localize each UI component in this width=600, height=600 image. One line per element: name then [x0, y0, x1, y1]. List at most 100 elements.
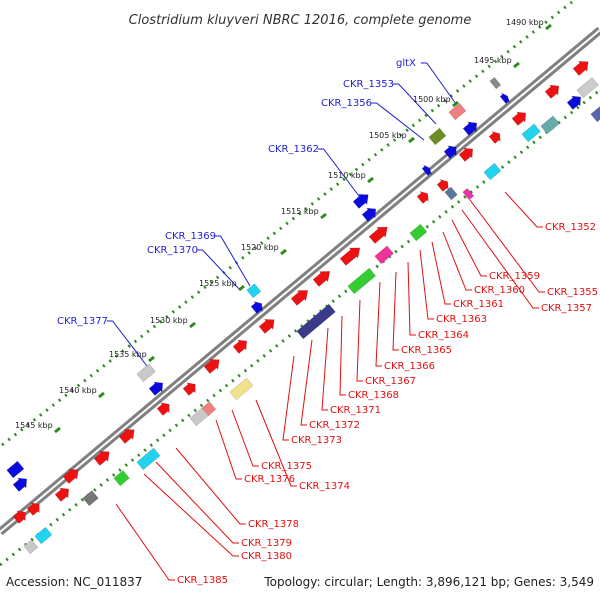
- reverse-gene-label: CKR_1378: [248, 519, 299, 530]
- reverse-gene: [488, 131, 501, 144]
- forward-gene-label: CKR_1377: [57, 316, 108, 327]
- forward-connector: [106, 320, 151, 371]
- major-tick: [148, 355, 155, 363]
- reverse-gene: [368, 226, 388, 244]
- label-connectors: [106, 62, 545, 581]
- reverse-gene: [436, 179, 449, 192]
- forward-gene: [590, 106, 600, 123]
- reverse-gene: [136, 447, 161, 471]
- forward-gene: [566, 95, 581, 110]
- reverse-gene: [572, 61, 589, 76]
- reverse-gene: [444, 186, 458, 201]
- reverse-gene: [511, 111, 526, 126]
- reverse-gene: [26, 502, 40, 516]
- reverse-gene: [113, 470, 130, 487]
- tick-label: 1540 kbp: [59, 386, 97, 395]
- reverse-connector: [504, 191, 543, 228]
- forward-gene-label: CKR_1362: [268, 144, 319, 155]
- forward-connector: [196, 249, 241, 291]
- reverse-gene: [458, 147, 473, 162]
- reverse-gene: [118, 429, 135, 444]
- forward-gene-label: gltX: [396, 58, 416, 69]
- reverse-gene: [189, 407, 209, 427]
- reverse-connector: [115, 503, 175, 581]
- major-tick: [452, 100, 459, 108]
- reverse-gene: [232, 339, 247, 354]
- topology-text: Topology: circular; Length: 3,896,121 bp…: [263, 575, 594, 589]
- accession-text: Accession: NC_011837: [6, 575, 142, 589]
- reverse-connector: [431, 241, 451, 305]
- reverse-gene: [409, 223, 428, 242]
- reverse-gene-label: CKR_1373: [291, 435, 342, 446]
- tick-label: 1535 kbp: [109, 350, 147, 359]
- forward-gene: [428, 127, 447, 146]
- forward-gene: [499, 92, 510, 104]
- reverse-gene-label: CKR_1361: [453, 299, 504, 310]
- tick-label: 1495 kbp: [474, 56, 512, 65]
- reverse-gene: [156, 402, 170, 416]
- reverse-gene: [54, 487, 69, 502]
- reverse-gene-label: CKR_1375: [261, 461, 312, 472]
- tick-labels: 1490 kbp 1495 kbp 1500 kbp 1505 kbp 1510 kbp…: [15, 18, 552, 434]
- forward-gene: [462, 121, 477, 136]
- tick-label: 1490 kbp: [506, 18, 544, 27]
- major-tick: [54, 426, 61, 434]
- forward-gene: [246, 283, 262, 299]
- map-title: Clostridium kluyveri NBRC 12016, complet…: [129, 13, 472, 28]
- forward-connector: [392, 83, 437, 125]
- reverse-connector: [407, 261, 416, 336]
- major-tick: [238, 284, 245, 292]
- forward-connector: [214, 235, 251, 287]
- reverse-gene: [374, 245, 394, 265]
- forward-gene: [148, 381, 163, 396]
- reverse-gene-label: CKR_1359: [489, 271, 540, 282]
- reverse-gene: [462, 187, 475, 201]
- reverse-gene: [576, 76, 599, 99]
- reverse-gene: [540, 115, 560, 135]
- forward-gene: [250, 301, 263, 314]
- tick-label: 1515 kbp: [281, 207, 319, 216]
- forward-gene-label: CKR_1353: [343, 79, 394, 90]
- reverse-connector: [356, 299, 363, 382]
- forward-gene-label: CKR_1369: [165, 231, 216, 242]
- reverse-gene: [416, 191, 429, 204]
- reverse-connector: [392, 271, 399, 351]
- tick-label: 1505 kbp: [369, 131, 407, 140]
- tick-dots: [0, 0, 600, 567]
- reverse-connector: [442, 231, 472, 291]
- tick-label: 1510 kbp: [328, 171, 366, 180]
- forward-gene-label: CKR_1356: [321, 98, 372, 109]
- reverse-gene-label: CKR_1366: [384, 361, 435, 372]
- major-tick: [408, 136, 415, 144]
- reverse-gene: [229, 377, 254, 401]
- tick-label: 1520 kbp: [241, 243, 279, 252]
- major-tick: [98, 391, 105, 399]
- reverse-connector: [375, 281, 382, 367]
- reverse-gene-label: CKR_1360: [474, 285, 525, 296]
- forward-gene: [12, 477, 27, 492]
- reverse-gene: [347, 267, 377, 295]
- reverse-connector: [255, 399, 297, 487]
- forward-gene: [136, 363, 156, 383]
- reverse-connector: [339, 315, 346, 396]
- reverse-gene-label: CKR_1385: [177, 575, 228, 586]
- reverse-connector: [175, 447, 246, 525]
- reverse-gene: [544, 84, 559, 99]
- reverse-gene: [12, 510, 26, 524]
- reverse-gene-label: CKR_1365: [401, 345, 452, 356]
- forward-gene: [421, 164, 432, 176]
- reverse-gene-label: CKR_1367: [365, 376, 416, 387]
- forward-gene: [443, 145, 457, 159]
- forward-gene: [361, 207, 376, 222]
- reverse-gene-label: CKR_1352: [545, 222, 596, 233]
- reverse-connector: [231, 409, 259, 467]
- reverse-gene: [34, 526, 53, 545]
- tick-label: 1530 kbp: [150, 316, 188, 325]
- reverse-gene: [521, 123, 541, 143]
- forward-gene: [6, 460, 25, 479]
- reverse-gene: [258, 319, 275, 334]
- forward-gene: [489, 76, 502, 90]
- forward-connector: [370, 102, 425, 141]
